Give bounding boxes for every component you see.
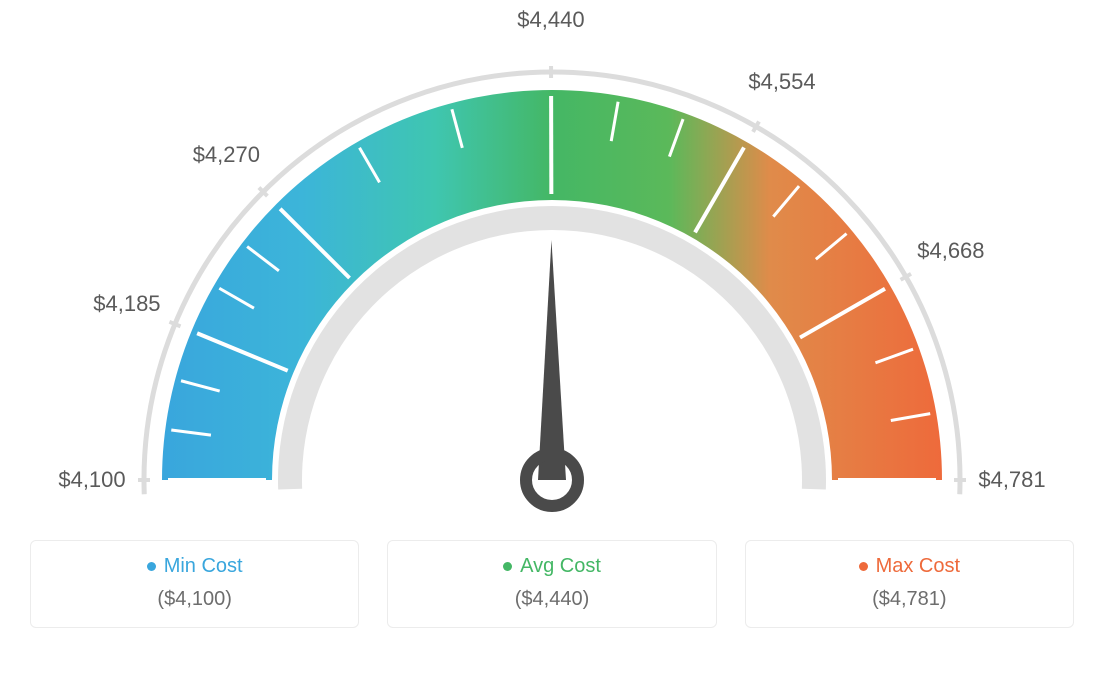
legend-title-min: Min Cost bbox=[41, 555, 348, 578]
legend-card-avg: Avg Cost ($4,440) bbox=[387, 540, 716, 628]
dot-icon bbox=[859, 562, 868, 571]
dot-icon bbox=[503, 562, 512, 571]
legend-row: Min Cost ($4,100) Avg Cost ($4,440) Max … bbox=[30, 540, 1074, 628]
gauge-tick-label: $4,668 bbox=[917, 238, 984, 264]
legend-label: Min Cost bbox=[164, 555, 243, 577]
legend-label: Max Cost bbox=[876, 555, 960, 577]
dot-icon bbox=[147, 562, 156, 571]
gauge-chart: $4,100$4,185$4,270$4,440$4,554$4,668$4,7… bbox=[20, 20, 1084, 520]
legend-value-avg: ($4,440) bbox=[398, 588, 705, 611]
legend-title-max: Max Cost bbox=[756, 555, 1063, 578]
legend-title-avg: Avg Cost bbox=[398, 555, 705, 578]
legend-card-max: Max Cost ($4,781) bbox=[745, 540, 1074, 628]
gauge-tick-label: $4,554 bbox=[748, 69, 815, 95]
legend-label: Avg Cost bbox=[520, 555, 601, 577]
gauge-tick-label: $4,781 bbox=[978, 467, 1045, 493]
gauge-tick-label: $4,100 bbox=[58, 467, 125, 493]
gauge-svg bbox=[20, 20, 1084, 520]
legend-value-min: ($4,100) bbox=[41, 588, 348, 611]
legend-card-min: Min Cost ($4,100) bbox=[30, 540, 359, 628]
gauge-tick-label: $4,440 bbox=[517, 7, 584, 33]
gauge-tick-label: $4,270 bbox=[193, 142, 260, 168]
gauge-tick-label: $4,185 bbox=[93, 291, 160, 317]
legend-value-max: ($4,781) bbox=[756, 588, 1063, 611]
